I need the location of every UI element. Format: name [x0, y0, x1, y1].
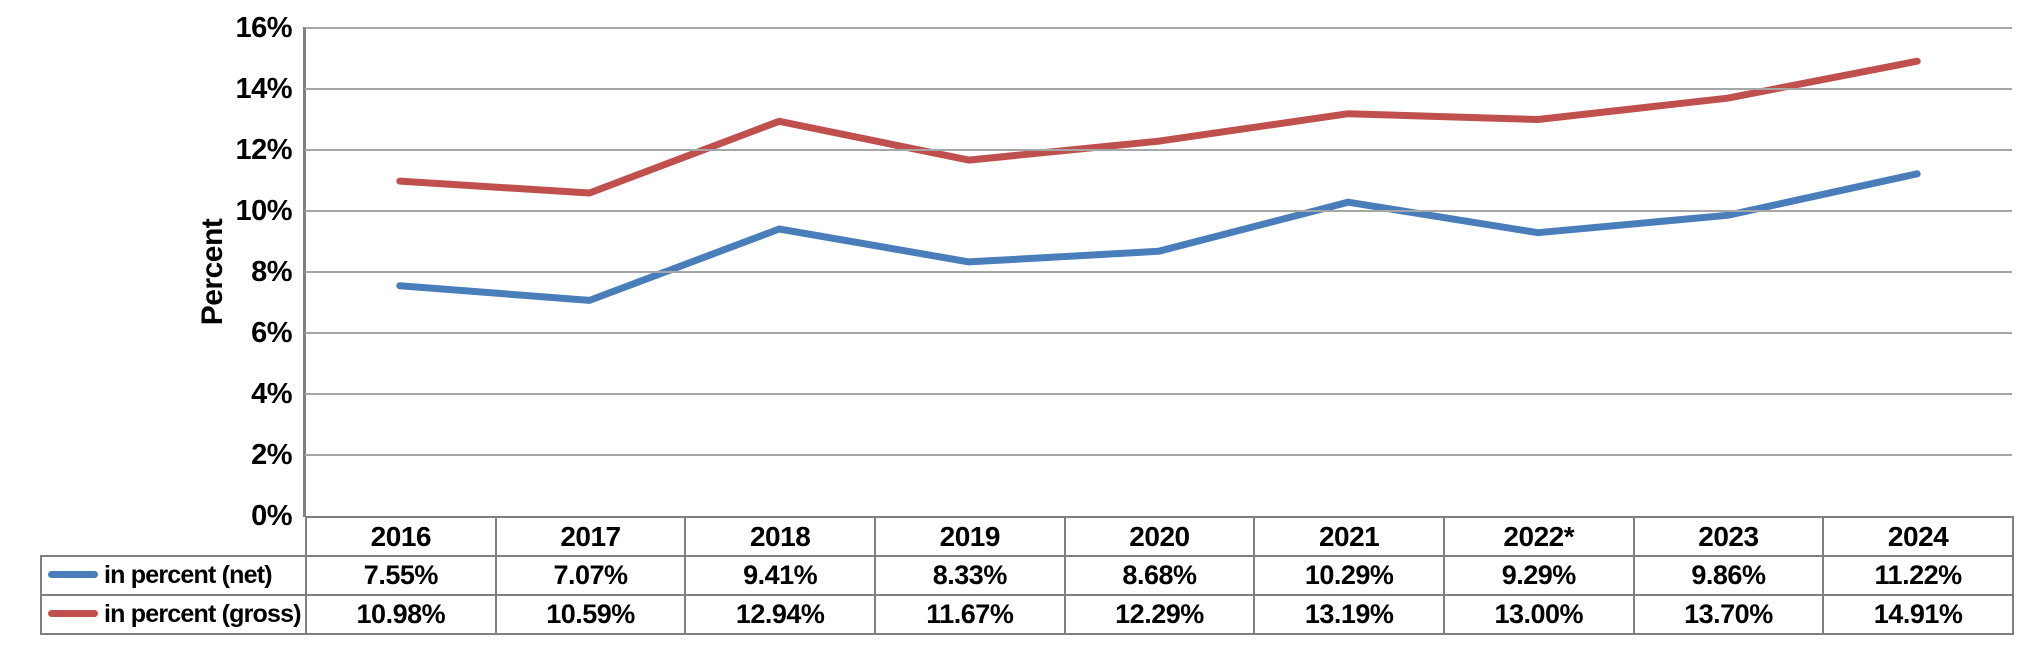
- legend-swatch-icon: [48, 609, 98, 617]
- value-cell-1-8: 14.91%: [1822, 594, 2014, 635]
- value-cell-1-7: 13.70%: [1632, 594, 1825, 635]
- value-cell-0-6: 9.29%: [1442, 555, 1635, 596]
- y-tick-label: 2%: [251, 439, 292, 471]
- table-row-series-1: in percent (gross) 10.98% 10.59% 12.94% 11.6…: [40, 594, 2014, 635]
- legend-cell-1: in percent (gross): [40, 594, 307, 635]
- gridline-14%: [305, 88, 2012, 90]
- value-cell-0-5: 10.29%: [1253, 555, 1445, 596]
- table-row-series-0: in percent (net) 7.55% 7.07% 9.41% 8.33% 8.68…: [40, 555, 2014, 596]
- value-cell-0-2: 9.41%: [684, 555, 876, 596]
- year-header-5: 2021: [1253, 516, 1445, 557]
- gridline-6%: [305, 332, 2012, 334]
- value-cell-0-7: 9.86%: [1632, 555, 1825, 596]
- value-cell-0-1: 7.07%: [494, 555, 687, 596]
- y-tick-label: 8%: [251, 256, 292, 288]
- value-cell-1-4: 12.29%: [1063, 594, 1256, 635]
- value-cell-0-4: 8.68%: [1063, 555, 1256, 596]
- y-tick-label: 12%: [235, 134, 292, 166]
- year-header-3: 2019: [873, 516, 1066, 557]
- year-header-2: 2018: [684, 516, 876, 557]
- y-tick-label: 0%: [251, 500, 292, 532]
- y-tick-label: 4%: [251, 378, 292, 410]
- value-cell-1-2: 12.94%: [684, 594, 876, 635]
- legend-label: in percent (gross): [104, 600, 302, 628]
- year-header-6: 2022*: [1442, 516, 1635, 557]
- data-table: 2016 2017 2018 2019 2020 2021 2022* 2023 2024 in …: [40, 516, 2014, 635]
- y-tick-label: 10%: [235, 195, 292, 227]
- value-cell-0-8: 11.22%: [1822, 555, 2014, 596]
- value-cell-1-5: 13.19%: [1253, 594, 1445, 635]
- year-header-0: 2016: [305, 516, 497, 557]
- value-cell-0-0: 7.55%: [305, 555, 497, 596]
- year-header-4: 2020: [1063, 516, 1256, 557]
- value-cell-1-3: 11.67%: [873, 594, 1066, 635]
- y-axis-line: [303, 27, 306, 517]
- y-tick-label: 16%: [235, 12, 292, 44]
- y-tick-label: 14%: [235, 73, 292, 105]
- year-header-8: 2024: [1822, 516, 2014, 557]
- gridline-2%: [305, 454, 2012, 456]
- series-line-0: [396, 170, 1921, 304]
- legend-label: in percent (net): [104, 561, 273, 589]
- gridline-10%: [305, 210, 2012, 212]
- y-tick-label: 6%: [251, 317, 292, 349]
- legend-swatch-icon: [48, 570, 98, 578]
- year-header-7: 2023: [1632, 516, 1825, 557]
- gridline-12%: [305, 149, 2012, 151]
- gridline-8%: [305, 271, 2012, 273]
- legend-cell-0: in percent (net): [40, 555, 307, 596]
- gridline-16%: [305, 27, 2012, 29]
- value-cell-1-1: 10.59%: [494, 594, 687, 635]
- value-cell-1-6: 13.00%: [1442, 594, 1635, 635]
- series-line-1: [396, 57, 1921, 197]
- value-cell-1-0: 10.98%: [305, 594, 497, 635]
- table-row-years: 2016 2017 2018 2019 2020 2021 2022* 2023 2024: [41, 516, 2014, 557]
- year-header-1: 2017: [494, 516, 687, 557]
- value-cell-0-3: 8.33%: [873, 555, 1066, 596]
- gridline-4%: [305, 393, 2012, 395]
